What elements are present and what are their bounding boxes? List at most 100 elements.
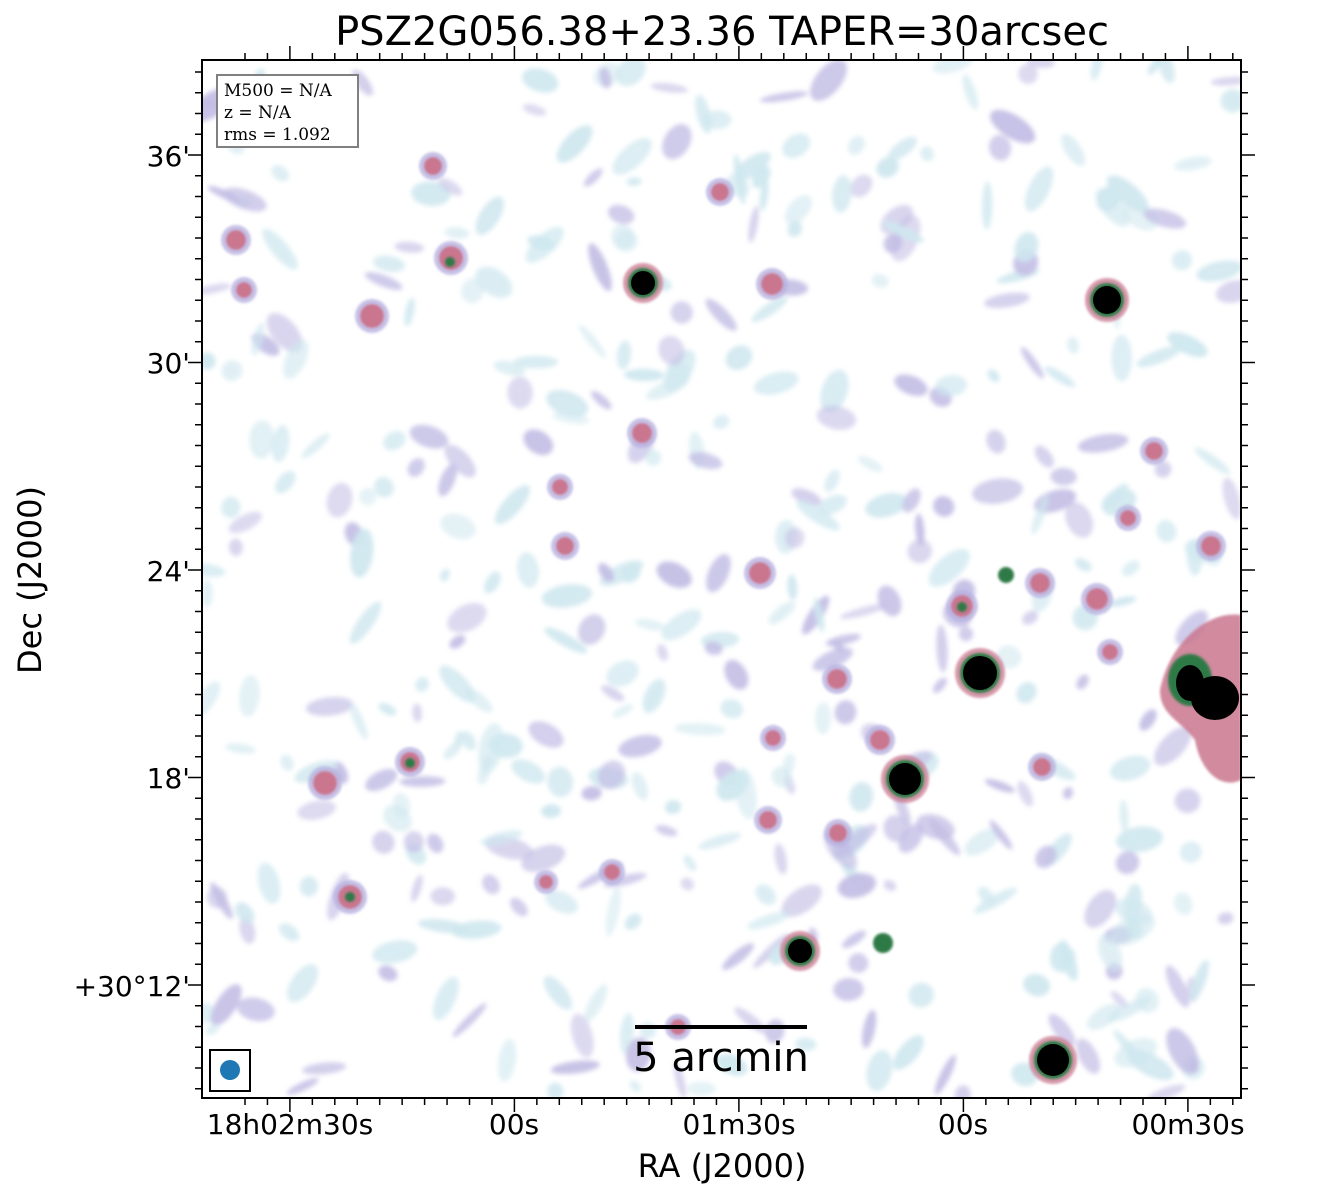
source-core: [759, 811, 777, 829]
noise-blob: [820, 369, 849, 413]
noise-blob: [908, 982, 934, 1008]
noise-blob: [865, 492, 908, 518]
noise-blob: [1174, 788, 1201, 814]
noise-blob: [444, 444, 476, 478]
source-core: [761, 273, 783, 295]
source-core: [749, 562, 771, 584]
noise-blob: [876, 157, 899, 178]
noise-blob: [350, 528, 374, 578]
noise-blob: [597, 760, 626, 790]
source-core: [1201, 536, 1221, 556]
noise-blob: [1139, 709, 1157, 731]
source-core: [870, 730, 890, 750]
axis-ticks: [188, 46, 1255, 1112]
noise-blob: [207, 186, 241, 203]
noise-blob: [528, 721, 564, 748]
noise-blob: [488, 733, 523, 759]
noise-blob: [461, 731, 476, 751]
noise-blob: [936, 624, 948, 673]
saturated-core: [1093, 286, 1121, 314]
noise-blob: [1023, 973, 1050, 997]
noise-blob: [541, 804, 562, 818]
noise-blob: [1156, 520, 1177, 543]
noise-blob: [206, 887, 228, 909]
noise-blob: [1077, 433, 1129, 453]
noise-blob: [755, 884, 776, 905]
noise-blob: [236, 997, 275, 1022]
noise-blob: [774, 843, 788, 875]
noise-blob: [1194, 447, 1231, 475]
noise-blob: [834, 700, 857, 725]
noise-blob: [1075, 558, 1092, 572]
source-core: [711, 183, 729, 201]
noise-blob: [543, 976, 573, 1010]
noise-blob: [887, 136, 918, 161]
noise-blob: [517, 552, 539, 588]
noise-blob: [1167, 332, 1208, 358]
noise-blob: [1034, 445, 1054, 468]
noise-blob: [497, 1038, 517, 1082]
noise-blob: [513, 355, 559, 369]
moderate-sources: [221, 152, 1226, 1040]
noise-blob: [365, 768, 398, 792]
noise-blob: [813, 598, 825, 632]
source-core: [829, 824, 847, 842]
noise-blob: [301, 433, 330, 459]
noise-blob: [475, 196, 505, 236]
noise-blob: [748, 205, 759, 243]
noise-blob: [510, 897, 528, 917]
noise-blob: [1189, 959, 1209, 1002]
noise-blob: [523, 429, 554, 456]
source-core: [1120, 510, 1136, 526]
plot-title: PSZ2G056.38+23.36 TAPER=30arcsec: [335, 9, 1109, 55]
noise-blob: [705, 298, 737, 331]
noise-blob: [228, 538, 243, 557]
noise-blob: [262, 228, 298, 270]
noise-blob: [623, 368, 665, 382]
noise-blob: [810, 60, 848, 101]
noise-blob: [257, 862, 281, 904]
y-tick-label: +30°12': [73, 970, 190, 1003]
noise-blob: [984, 778, 1015, 793]
rms-label: rms = 1.092: [224, 125, 331, 145]
noise-blob: [817, 494, 847, 515]
noise-blob: [581, 786, 602, 801]
noise-blob: [725, 345, 753, 371]
noise-blob: [988, 135, 1012, 161]
noise-blob: [735, 767, 757, 820]
noise-blob: [915, 814, 955, 840]
noise-blob: [883, 879, 897, 892]
source-core: [765, 730, 781, 746]
noise-blob: [482, 874, 500, 895]
noise-blob: [452, 1003, 487, 1038]
emission-layer: [202, 60, 1241, 1098]
saturated-core: [631, 271, 655, 295]
noise-blob: [984, 292, 1030, 309]
source-core: [632, 423, 652, 443]
noise-blob: [544, 890, 579, 914]
noise-blob: [1210, 76, 1241, 86]
noise-blob: [812, 647, 853, 671]
noise-blob: [1143, 208, 1187, 229]
noise-blob: [920, 146, 934, 162]
noise-blob: [234, 902, 255, 924]
noise-blob: [857, 456, 883, 473]
noise-blob: [494, 485, 531, 525]
noise-blob: [430, 887, 455, 906]
noise-blob: [438, 464, 457, 497]
noise-blob: [972, 478, 1023, 504]
source-core: [539, 875, 553, 889]
noise-blob: [570, 1013, 594, 1058]
source-core: [1102, 644, 1118, 660]
noise-blob: [547, 766, 574, 798]
noise-blob: [1018, 63, 1038, 85]
noise-blob: [907, 539, 932, 564]
source-core: [424, 157, 442, 175]
noise-blob: [590, 390, 612, 410]
noise-blob: [439, 568, 450, 582]
noise-blob: [954, 1085, 971, 1098]
noise-blob: [850, 174, 873, 198]
noise-blob: [759, 91, 809, 103]
noise-blob: [791, 488, 822, 506]
